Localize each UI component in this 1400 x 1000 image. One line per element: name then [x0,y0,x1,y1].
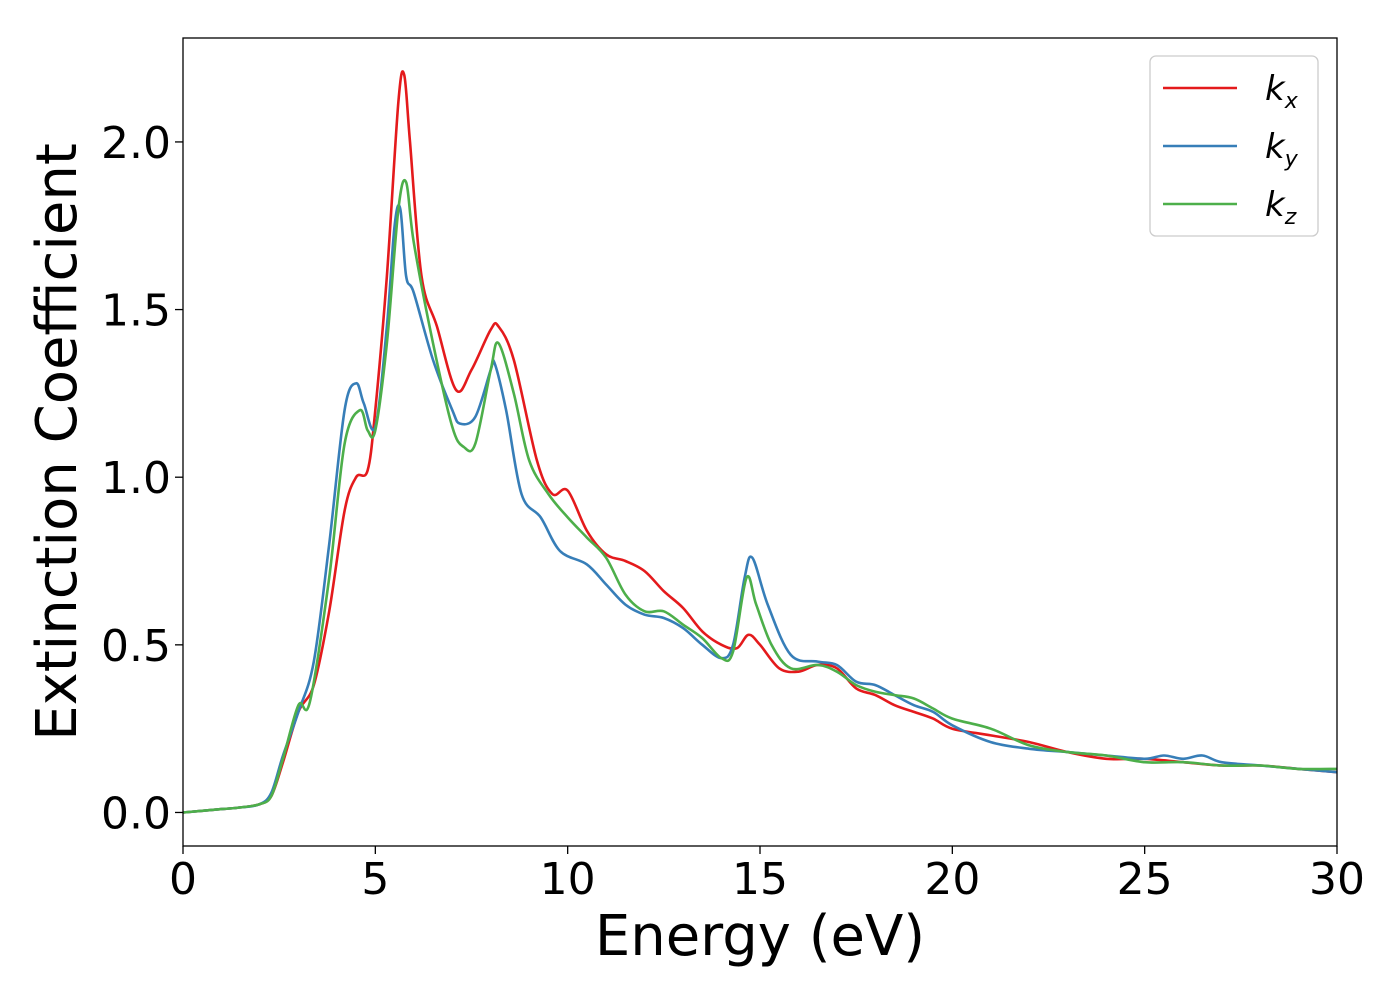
x-axis: 0 5 10 15 20 25 30 [169,846,1365,905]
x-tick-label: 5 [361,854,389,905]
legend-label-ky: ky [1265,127,1299,172]
series-layer [182,70,1338,814]
series-line-kx [182,70,1338,814]
x-tick-label: 0 [169,854,197,905]
legend: kx ky kz [1149,55,1319,237]
x-tick-label: 25 [1117,854,1173,905]
y-tick-label: 1.5 [101,286,171,337]
series-line-kz [182,178,1338,814]
y-axis: 0.0 0.5 1.0 1.5 2.0 [101,118,183,839]
y-tick-label: 0.0 [101,788,171,839]
x-tick-label: 15 [732,854,788,905]
legend-label-kx: kx [1265,69,1299,114]
legend-label-kz: kz [1265,185,1297,230]
x-tick-label: 20 [924,854,980,905]
y-tick-label: 2.0 [101,118,171,169]
series-line-ky [182,204,1338,814]
x-tick-label: 10 [540,854,596,905]
y-tick-label: 1.0 [101,453,171,504]
x-tick-label: 30 [1309,854,1365,905]
x-axis-label: Energy (eV) [595,904,925,969]
y-tick-label: 0.5 [101,621,171,672]
y-axis-label: Extinction Coefficient [25,143,90,741]
